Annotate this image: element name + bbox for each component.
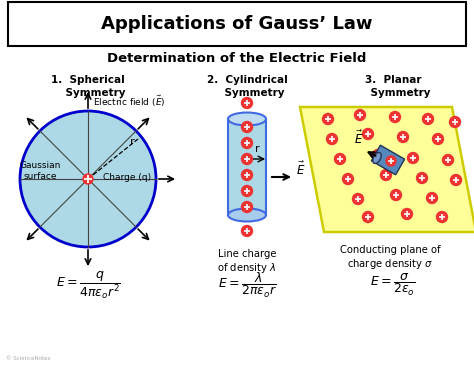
FancyBboxPatch shape [8, 2, 466, 46]
Circle shape [241, 185, 253, 196]
Circle shape [20, 111, 156, 247]
Circle shape [241, 170, 253, 181]
Circle shape [241, 153, 253, 164]
Circle shape [398, 131, 409, 142]
Text: Determination of the Electric Field: Determination of the Electric Field [107, 51, 367, 65]
Text: $E = \dfrac{\sigma}{2\varepsilon_o}$: $E = \dfrac{\sigma}{2\varepsilon_o}$ [370, 272, 416, 298]
Circle shape [422, 113, 434, 124]
Text: 3.  Planar
    Symmetry: 3. Planar Symmetry [356, 75, 430, 98]
Circle shape [327, 134, 337, 145]
Circle shape [391, 189, 401, 200]
Circle shape [443, 155, 454, 166]
Text: Gaussian
surface: Gaussian surface [19, 161, 61, 181]
Text: r: r [255, 144, 260, 154]
Polygon shape [300, 107, 474, 232]
Ellipse shape [228, 208, 266, 222]
Circle shape [437, 211, 447, 222]
Text: $\vec{E}$: $\vec{E}$ [296, 161, 305, 178]
Text: $E = \dfrac{q}{4\pi\varepsilon_o r^2}$: $E = \dfrac{q}{4\pi\varepsilon_o r^2}$ [55, 269, 120, 301]
Circle shape [390, 112, 401, 123]
Text: Charge (q): Charge (q) [103, 174, 151, 182]
Circle shape [449, 116, 461, 127]
Polygon shape [371, 145, 405, 175]
Circle shape [353, 193, 364, 204]
Circle shape [373, 149, 383, 160]
Bar [228, 119, 266, 215]
Text: Conducting plane of
charge density $\sigma$: Conducting plane of charge density $\sig… [340, 245, 440, 271]
Circle shape [363, 128, 374, 139]
Text: Electric field ($\vec{E}$): Electric field ($\vec{E}$) [93, 94, 165, 109]
Circle shape [241, 225, 253, 236]
Circle shape [450, 174, 462, 185]
Circle shape [241, 121, 253, 132]
Text: © ScienceNotes: © ScienceNotes [6, 356, 50, 361]
Circle shape [363, 211, 374, 222]
Circle shape [401, 208, 412, 219]
Text: r: r [130, 137, 135, 147]
Ellipse shape [228, 113, 266, 126]
Circle shape [408, 153, 419, 164]
Text: $E = \dfrac{\lambda}{2\pi\varepsilon_o r}$: $E = \dfrac{\lambda}{2\pi\varepsilon_o r… [218, 270, 276, 299]
Circle shape [241, 98, 253, 109]
Circle shape [241, 138, 253, 149]
Ellipse shape [373, 153, 381, 163]
Text: Applications of Gauss’ Law: Applications of Gauss’ Law [101, 15, 373, 33]
Text: 2.  Cylindrical
    Symmetry: 2. Cylindrical Symmetry [207, 75, 287, 98]
Circle shape [322, 113, 334, 124]
Circle shape [343, 174, 354, 185]
Circle shape [355, 109, 365, 120]
Circle shape [417, 172, 428, 184]
Circle shape [241, 201, 253, 212]
Text: $\vec{E}$: $\vec{E}$ [354, 130, 364, 147]
Circle shape [381, 170, 392, 181]
Text: 1.  Spherical
    Symmetry: 1. Spherical Symmetry [51, 75, 125, 98]
Circle shape [386, 156, 396, 166]
Circle shape [432, 134, 444, 145]
Circle shape [427, 193, 438, 203]
Circle shape [335, 153, 346, 164]
Text: Line charge
of density $\lambda$: Line charge of density $\lambda$ [217, 249, 277, 275]
Circle shape [83, 174, 93, 184]
